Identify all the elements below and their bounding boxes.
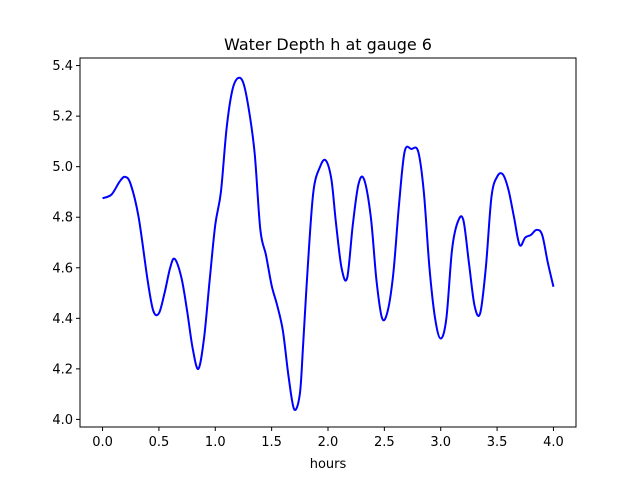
y-tick-label: 4.4 — [52, 312, 73, 327]
x-axis-label: hours — [310, 457, 347, 472]
y-tick-label: 5.4 — [52, 59, 73, 74]
x-tick-label: 1.0 — [205, 435, 226, 450]
x-tick-label: 4.0 — [543, 435, 564, 450]
series-line — [102, 76, 555, 411]
chart-title: Water Depth h at gauge 6 — [224, 35, 432, 54]
x-tick-label: 0.0 — [92, 435, 113, 450]
y-tick-label: 4.0 — [52, 413, 73, 428]
y-tick-label: 4.8 — [52, 211, 73, 226]
x-tick-label: 3.0 — [430, 435, 451, 450]
plot-frame — [79, 57, 577, 428]
x-tick-label: 2.5 — [374, 435, 395, 450]
y-tick-label: 4.6 — [52, 261, 73, 276]
x-tick-label: 2.0 — [318, 435, 339, 450]
y-tick-label: 5.0 — [52, 160, 73, 175]
x-tick-label: 3.5 — [487, 435, 508, 450]
y-tick-label: 5.2 — [52, 110, 73, 125]
ticks-layer: 0.0 0.5 1.0 1.5 2.0 2.5 3.0 3.5 4.0 4.0 4.2 4.4 4.6 4… — [52, 59, 563, 450]
y-tick-label: 4.2 — [52, 362, 73, 377]
x-tick-label: 0.5 — [149, 435, 170, 450]
x-tick-label: 1.5 — [261, 435, 282, 450]
